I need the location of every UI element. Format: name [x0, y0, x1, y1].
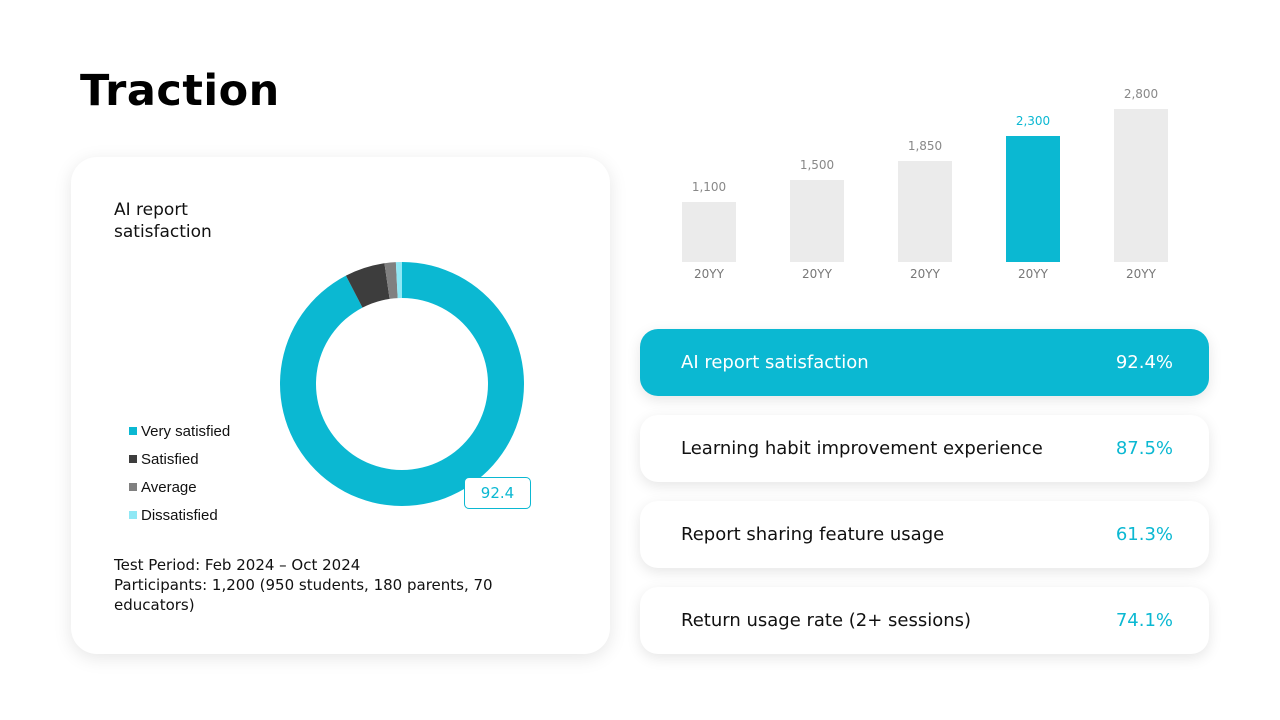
- metric-card-return-usage: Return usage rate (2+ sessions) 74.1%: [640, 587, 1209, 654]
- satisfaction-card: AI report satisfaction Very satisfied Sa…: [71, 157, 610, 654]
- chart-legend: Very satisfied Satisfied Average Dissati…: [129, 417, 230, 529]
- bar-category-label: 20YY: [1126, 267, 1156, 281]
- donut-segment: [384, 262, 398, 299]
- legend-swatch-icon: [129, 455, 137, 463]
- legend-swatch-icon: [129, 427, 137, 435]
- participants: Participants: 1,200 (950 students, 180 p…: [114, 576, 493, 614]
- metric-label: Learning habit improvement experience: [681, 438, 1043, 459]
- metric-label: Return usage rate (2+ sessions): [681, 610, 972, 631]
- bar: [682, 201, 736, 262]
- metric-card-report-sharing: Report sharing feature usage 61.3%: [640, 501, 1209, 568]
- bar: [1114, 109, 1168, 262]
- legend-label: Very satisfied: [141, 422, 231, 440]
- bar-column: 1,100 20YY: [682, 80, 736, 290]
- metric-value: 61.3%: [1115, 524, 1173, 545]
- legend-label: Dissatisfied: [141, 506, 218, 524]
- bar-value-label: 2,300: [1015, 114, 1051, 129]
- metric-card-ai-report-satisfaction: AI report satisfaction 92.4%: [640, 329, 1209, 396]
- legend-item: Satisfied: [129, 445, 230, 473]
- bar-value-label: 2,800: [1123, 87, 1159, 101]
- bar-category-label: 20YY: [802, 267, 832, 281]
- metric-value: 92.4%: [1115, 352, 1173, 373]
- bar-category-label: 20YY: [694, 267, 724, 281]
- donut-chart: [279, 262, 524, 506]
- metric-label: Report sharing feature usage: [681, 524, 945, 545]
- donut-segment: [279, 262, 524, 506]
- bar: [898, 160, 952, 262]
- metric-value: 74.1%: [1115, 610, 1173, 631]
- metric-value: 87.5%: [1115, 438, 1173, 459]
- legend-swatch-icon: [129, 511, 137, 519]
- legend-item: Average: [129, 473, 230, 501]
- bar-category-label: 20YY: [1018, 267, 1048, 281]
- card-title: AI report satisfaction: [114, 200, 212, 242]
- donut-segment: [395, 262, 402, 299]
- test-footnote: Test Period: Feb 2024 – Oct 2024 Partici…: [114, 555, 534, 615]
- metric-label: AI report satisfaction: [681, 352, 869, 373]
- donut-segment: [345, 263, 390, 308]
- bar-column: 2,800 20YY: [1114, 80, 1168, 290]
- test-period: Test Period: Feb 2024 – Oct 2024: [114, 556, 361, 574]
- bar: [790, 180, 844, 262]
- bar-chart: 1,100 20YY 1,500 20YY 1,850 20YY 2,300 2…: [660, 80, 1200, 290]
- legend-item: Dissatisfied: [129, 501, 230, 529]
- bar-value-label: 1,850: [907, 138, 943, 153]
- bar: [1006, 136, 1060, 262]
- bar-column: 2,300 20YY: [1006, 80, 1060, 290]
- bar-value-label: 1,500: [799, 158, 835, 173]
- legend-item: Very satisfied: [129, 417, 230, 445]
- bar-value-label: 1,100: [691, 179, 727, 194]
- donut-value-tag: 92.4: [464, 477, 531, 509]
- page-title: Traction: [80, 66, 280, 116]
- legend-label: Average: [141, 478, 197, 496]
- legend-label: Satisfied: [141, 450, 199, 468]
- metric-card-learning-habit: Learning habit improvement experience 87…: [640, 415, 1209, 482]
- bar-column: 1,850 20YY: [898, 80, 952, 290]
- legend-swatch-icon: [129, 483, 137, 491]
- bar-category-label: 20YY: [910, 267, 940, 281]
- bar-column: 1,500 20YY: [790, 80, 844, 290]
